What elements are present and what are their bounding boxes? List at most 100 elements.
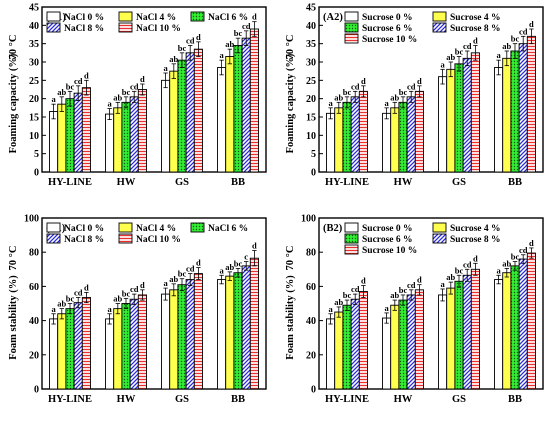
bar [454,63,464,173]
significance-letter: bc [66,294,75,304]
x-tick-label: HW [117,394,136,405]
bar [121,303,131,390]
panel-label: (A2) [323,12,343,23]
significance-letter: cd [463,259,472,269]
legend-swatch [118,11,133,22]
y-tick-label: 40 [306,21,316,32]
significance-letter: ab [57,87,66,97]
plot-frame [318,6,544,173]
legend-label: NaCl 4 % [136,13,176,23]
significance-letter: cd [351,284,360,294]
significance-letter: cd [519,26,528,36]
significance-letter: bc [343,290,352,300]
legend-swatch [118,233,133,244]
bar [406,96,416,173]
bar [438,76,448,173]
bar [382,112,392,173]
y-tick-label: 60 [29,282,39,293]
bar [342,101,352,173]
legend-swatch [344,222,359,233]
significance-letter: bc [343,87,352,97]
bar [169,70,179,173]
y-tick-label: 100 [301,214,316,225]
y-tick-label: 35 [306,39,316,50]
y-axis-label: Foaming capacity (%) [285,53,296,153]
y-tick-label: 25 [29,76,39,87]
bar [502,57,512,173]
bar [494,67,504,173]
plot-frame [41,217,267,390]
y-tick-label: 45 [306,3,316,14]
legend-swatch [432,11,447,22]
significance-letter: a [496,50,501,60]
bar [113,308,123,390]
y-tick-label: 10 [306,131,316,142]
temperature-label: 70 °C [285,246,296,271]
bar [137,89,147,173]
y-tick-label: 20 [29,350,39,361]
bar [81,87,91,173]
significance-letter: ab [334,92,343,102]
bar [494,279,504,390]
bar [502,272,512,390]
y-tick-label: 20 [29,94,39,105]
bar [414,289,424,390]
bar [342,304,352,390]
significance-letter: d [417,76,422,86]
bar [57,103,67,173]
bar [414,90,424,173]
bar [225,56,235,173]
bar [390,107,400,173]
x-tick-label: HW [394,394,413,405]
significance-letter: cd [186,264,195,274]
significance-letter: d [529,238,534,248]
y-tick-label: 40 [306,316,316,327]
legend-swatch [118,22,133,33]
legend-label: NaCl 6 % [208,13,248,23]
significance-letter: ab [113,294,122,304]
significance-letter: cd [407,81,416,91]
bar [249,28,259,173]
y-tick-label: 100 [24,214,39,225]
y-tick-label: 45 [29,3,39,14]
y-tick-label: 10 [29,131,39,142]
x-tick-label: HY-LINE [325,177,369,188]
legend-swatch [190,222,205,233]
significance-letter: cd [407,280,416,290]
significance-letter: bc [399,285,408,295]
bar [177,59,187,173]
bar [169,289,179,390]
significance-letter: a [328,98,333,108]
y-tick-label: 5 [311,149,316,160]
significance-letter: bc [122,288,131,298]
chart-panel-a1: 0 5 10 15 20 25 30 35 40 45 Foaming capacity (%)70… [8,3,267,188]
significance-letter: ab [57,299,66,309]
bar [49,318,59,390]
legend-label: Sucrose 10 % [362,246,417,256]
bar [510,50,520,173]
significance-letter: d [473,253,478,263]
legend-label: NaCl 0 % [64,224,104,234]
y-tick-label: 5 [34,149,39,160]
significance-letter: a [328,304,333,314]
legend-swatch [344,233,359,244]
significance-letter: ab [225,39,234,49]
y-axis-label: Foaming capacity (%) [8,53,19,153]
significance-letter: bc [399,87,408,97]
legend-swatch [190,11,205,22]
bar [129,298,139,390]
bar [518,43,528,173]
bar [510,265,520,390]
bar [350,298,360,390]
bar [406,294,416,390]
significance-letter: cd [130,81,139,91]
y-tick-label: 80 [306,248,316,259]
significance-letter: bc [511,252,520,262]
legend-swatch [344,22,359,33]
significance-letter: d [196,258,201,268]
bar [121,101,131,173]
bar [334,311,344,390]
legend: NaCl 0 % NaCl 4 % NaCl 6 % NaCl 8 % NaCl 10 … [46,222,248,245]
bar [241,37,251,173]
